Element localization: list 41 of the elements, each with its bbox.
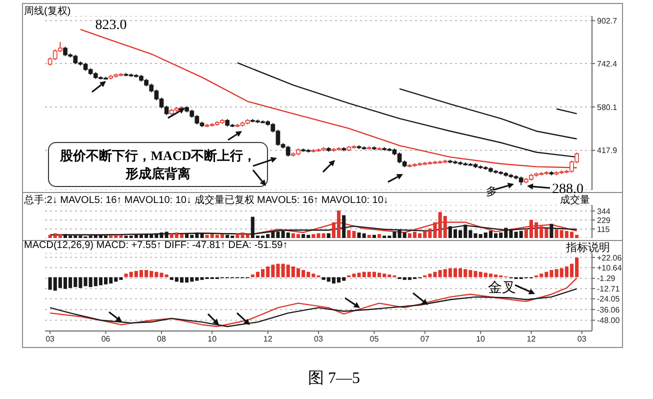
- y-tick-label: 742.4: [597, 59, 618, 68]
- chart-title: 周线(复权): [24, 4, 71, 18]
- x-tick-label: 10: [476, 334, 486, 344]
- y-tick-label: -36.06: [597, 305, 620, 314]
- y-tick-label: +10.64: [597, 264, 622, 273]
- bar: [326, 233, 330, 238]
- x-tick-label: 03: [314, 334, 324, 344]
- annotation: 股价不断下行，MACD不断上行，形成底背离: [48, 142, 268, 188]
- y-tick-label: -12.71: [597, 284, 620, 294]
- bar: [378, 234, 382, 238]
- x-tick-label: 12: [263, 334, 273, 344]
- annotation: 多: [486, 185, 497, 200]
- x-tick-label: 08: [157, 334, 166, 344]
- y-tick-label: 115: [597, 224, 610, 234]
- y-tick-label: +22.06: [597, 253, 622, 262]
- x-tick-label: 10: [208, 334, 218, 344]
- chart-title: 总手:2↓ MAVOL5: 16↑ MAVOL10: 10↓ 成交量已复权 MAVOL5: 16↑ MAVOL10: 10↓: [24, 194, 388, 207]
- bar: [372, 234, 376, 238]
- y-tick-label: 902.7: [597, 16, 618, 26]
- x-tick-label: 03: [577, 334, 587, 344]
- annotation: 823.0: [95, 18, 127, 34]
- y-tick-label: -48.00: [597, 316, 620, 326]
- bar: [367, 234, 371, 238]
- y-tick-label: 229: [597, 216, 611, 225]
- y-tick-label: -24.05: [597, 294, 620, 304]
- annotation: 金叉: [488, 280, 516, 297]
- x-tick-label: 05: [370, 334, 380, 344]
- x-tick-label: 07: [420, 334, 430, 344]
- y-tick-label: 580.1: [597, 102, 618, 112]
- annotation: 指标说明: [566, 241, 610, 254]
- bar: [236, 233, 240, 238]
- y-axis-title: 成交量: [560, 194, 590, 207]
- y-tick-label: -1.29: [597, 274, 616, 284]
- x-tick-label: 03: [46, 334, 56, 344]
- y-tick-label: 417.9: [597, 146, 618, 156]
- caption: 图 7—5: [308, 369, 360, 389]
- chart-title: MACD(12,26,9) MACD: +7.55↑ DIFF: -47.81↑ DEA: -51.59↑: [24, 240, 288, 251]
- x-tick-label: 06: [101, 334, 111, 344]
- y-tick-label: 344: [597, 206, 611, 216]
- line-series: [398, 88, 578, 140]
- x-tick-label: 12: [526, 334, 536, 344]
